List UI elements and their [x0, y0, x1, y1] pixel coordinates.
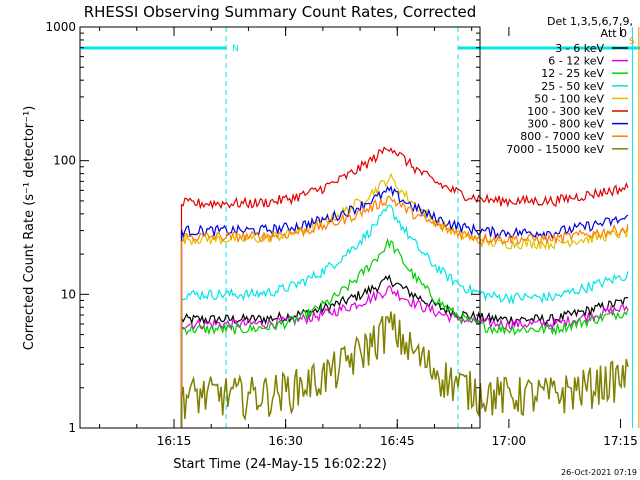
y-ticks: 1 10 100 1000	[45, 20, 480, 435]
x-tick-label: 16:45	[380, 434, 415, 448]
series-line	[180, 311, 629, 428]
series-layer	[180, 146, 629, 428]
x-axis-label: Start Time (24-May-15 16:02:22)	[173, 457, 387, 472]
y-tick-label: 100	[53, 154, 76, 168]
legend-label: 7000 - 15000 keV	[506, 143, 604, 156]
series-line	[180, 146, 629, 428]
x-tick-label: 16:15	[157, 434, 192, 448]
saa-label: S	[629, 37, 635, 47]
y-tick-label: 10	[61, 287, 76, 301]
legend-header-line-1: Det 1,3,5,6,7,9,	[547, 15, 633, 28]
night-label: N	[232, 44, 239, 54]
x-tick-label: 16:30	[268, 434, 303, 448]
legend-label: 12 - 25 keV	[541, 67, 604, 80]
series-line	[180, 274, 629, 428]
series-line	[180, 195, 629, 428]
legend-label: 25 - 50 keV	[541, 80, 604, 93]
chart-title: RHESSI Observing Summary Count Rates, Co…	[84, 3, 477, 21]
legend-label: 100 - 300 keV	[527, 105, 604, 118]
footer-timestamp: 26-Oct-2021 07:19	[561, 468, 637, 477]
legend-label: 800 - 7000 keV	[520, 130, 604, 143]
series-line	[180, 284, 629, 428]
plot-area: N S 1 10 100 1000 16:15 16:30 16:45 17:00 17:15 1…	[45, 20, 640, 448]
series-line	[180, 172, 629, 428]
y-tick-label: 1	[68, 421, 76, 435]
legend-label: 6 - 12 keV	[548, 55, 604, 68]
y-axis-label: Corrected Count Rate (s⁻¹ detector⁻¹)	[22, 106, 37, 351]
y-tick-label: 1000	[45, 20, 76, 34]
legend-header-line-2: Att 0	[601, 27, 627, 40]
series-line	[180, 204, 629, 428]
legend-label: 300 - 800 keV	[527, 118, 604, 131]
plot-frame	[79, 26, 481, 429]
x-tick-label: 17:00	[492, 434, 527, 448]
legend-label: 50 - 100 keV	[534, 92, 604, 105]
series-line	[180, 237, 629, 428]
x-tick-label: 17:15	[603, 434, 638, 448]
legend-label: 3 - 6 keV	[555, 42, 604, 55]
